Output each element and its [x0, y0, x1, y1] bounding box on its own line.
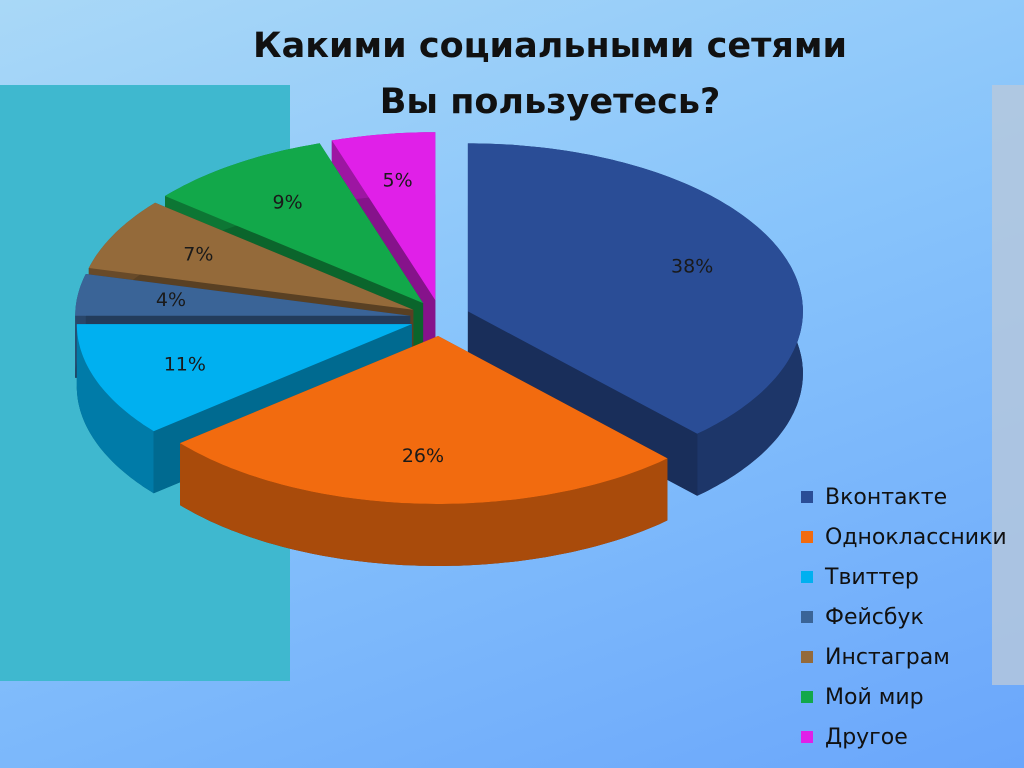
- data-label: 7%: [183, 243, 213, 265]
- legend-swatch: [801, 731, 813, 743]
- chart-title: Какими социальными сетями Вы пользуетесь…: [253, 26, 847, 122]
- legend: Вконтакте Одноклассники Твиттер Фейсбук Инст…: [801, 485, 1007, 750]
- slice: [88, 202, 414, 310]
- slice-side: [76, 324, 154, 494]
- data-label: 11%: [164, 354, 206, 376]
- legend-swatch: [801, 691, 813, 703]
- data-label: 26%: [402, 445, 444, 467]
- legend-label: Мой мир: [825, 685, 924, 710]
- legend-swatch: [801, 531, 813, 543]
- slice: [76, 324, 412, 432]
- slice-side: [180, 443, 668, 566]
- legend-label: Другое: [825, 725, 908, 750]
- legend-label: Одноклассники: [825, 525, 1007, 550]
- legend-label: Инстаграм: [825, 645, 950, 670]
- pie: 5% 9% 7% 38% 4% 11% 26%: [75, 132, 803, 566]
- data-label: 5%: [382, 169, 412, 191]
- slice: [467, 143, 803, 434]
- data-label: 38%: [671, 255, 713, 277]
- slice: [331, 132, 436, 301]
- slice: [75, 274, 411, 316]
- data-label: 4%: [156, 289, 186, 311]
- decor-panel: [992, 85, 1024, 685]
- data-label: 9%: [272, 192, 302, 214]
- legend-swatch: [801, 651, 813, 663]
- slice: [165, 143, 424, 304]
- legend-swatch: [801, 611, 813, 623]
- legend-label: Фейсбук: [825, 605, 924, 630]
- slice: [180, 336, 668, 504]
- legend-swatch: [801, 571, 813, 583]
- legend-swatch: [801, 491, 813, 503]
- legend-label: Твиттер: [824, 565, 919, 590]
- legend-label: Вконтакте: [825, 485, 947, 510]
